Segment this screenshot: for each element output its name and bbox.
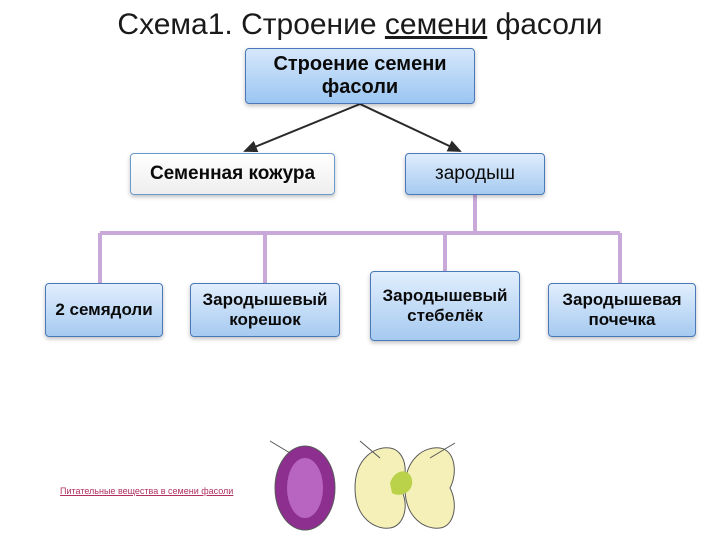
node-radicle-label: Зародышевый корешок bbox=[197, 290, 333, 329]
title-underlined: семени bbox=[385, 8, 487, 41]
node-cotyledons-label: 2 семядоли bbox=[55, 300, 152, 320]
node-radicle: Зародышевый корешок bbox=[190, 283, 340, 337]
page-title: Схема1. Строение семени фасоли bbox=[0, 0, 720, 43]
node-plumule-label: Зародышевая почечка bbox=[555, 290, 689, 329]
node-seed-coat-label: Семенная кожура bbox=[150, 163, 315, 185]
node-embryo-label: зародыш bbox=[435, 163, 515, 185]
diagram-area: Строение семени фасоли Семенная кожура з… bbox=[0, 43, 720, 503]
title-suffix: фасоли bbox=[487, 8, 602, 41]
seed-illustration bbox=[260, 438, 460, 538]
node-cotyledons: 2 семядоли bbox=[45, 283, 163, 337]
footer-link[interactable]: Питательные вещества в семени фасоли bbox=[60, 486, 233, 496]
node-stalk: Зародышевый стебелёк bbox=[370, 271, 520, 341]
node-root-label: Строение семени фасоли bbox=[252, 53, 468, 99]
connector-lines bbox=[0, 43, 720, 503]
title-prefix: Схема1. Строение bbox=[117, 8, 384, 41]
node-stalk-label: Зародышевый стебелёк bbox=[377, 286, 513, 325]
node-embryo: зародыш bbox=[405, 153, 545, 195]
node-root: Строение семени фасоли bbox=[245, 48, 475, 104]
node-plumule: Зародышевая почечка bbox=[548, 283, 696, 337]
node-seed-coat: Семенная кожура bbox=[130, 153, 335, 195]
